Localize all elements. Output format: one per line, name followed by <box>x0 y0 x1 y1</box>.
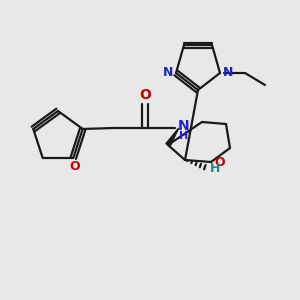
Text: O: O <box>139 88 151 102</box>
Text: N: N <box>163 65 173 79</box>
Polygon shape <box>166 128 179 146</box>
Text: H: H <box>179 131 188 141</box>
Text: O: O <box>69 160 80 172</box>
Text: N: N <box>223 65 233 79</box>
Text: O: O <box>215 157 225 169</box>
Text: N: N <box>178 119 190 133</box>
Text: H: H <box>210 163 220 176</box>
